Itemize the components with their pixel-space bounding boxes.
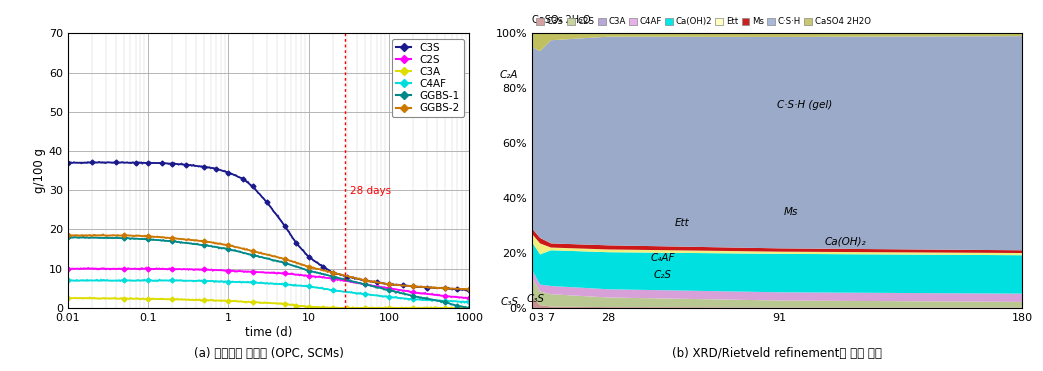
Text: Ca(OH)₂: Ca(OH)₂ xyxy=(824,237,866,247)
Text: (a) 운동학적 모델링 (OPC, SCMs): (a) 운동학적 모델링 (OPC, SCMs) xyxy=(194,347,343,360)
Text: Ett: Ett xyxy=(675,217,689,227)
Y-axis label: g/100 g: g/100 g xyxy=(33,148,46,193)
Text: C₂A: C₂A xyxy=(500,70,518,79)
Text: (b) XRD/Rietveld refinement를 통한 검증: (b) XRD/Rietveld refinement를 통한 검증 xyxy=(672,347,882,360)
Text: Ms: Ms xyxy=(783,207,798,217)
Text: CaSO₄ 2H₂O: CaSO₄ 2H₂O xyxy=(532,15,590,25)
Text: C₃S: C₃S xyxy=(527,295,545,305)
X-axis label: time (d): time (d) xyxy=(245,326,292,339)
Legend: C3S, C2S, C3A, C4AF, Ca(OH)2, Ett, Ms, C·S·H, CaSO4 2H2O: C3S, C2S, C3A, C4AF, Ca(OH)2, Ett, Ms, C… xyxy=(536,17,871,26)
Text: C₂S: C₂S xyxy=(654,270,672,280)
Text: C·S·H (gel): C·S·H (gel) xyxy=(777,99,832,109)
Text: C₄AF: C₄AF xyxy=(651,253,675,263)
Legend: C3S, C2S, C3A, C4AF, GGBS-1, GGBS-2: C3S, C2S, C3A, C4AF, GGBS-1, GGBS-2 xyxy=(391,39,464,117)
Text: C₃S: C₃S xyxy=(501,298,518,308)
Text: 28 days: 28 days xyxy=(349,186,391,196)
